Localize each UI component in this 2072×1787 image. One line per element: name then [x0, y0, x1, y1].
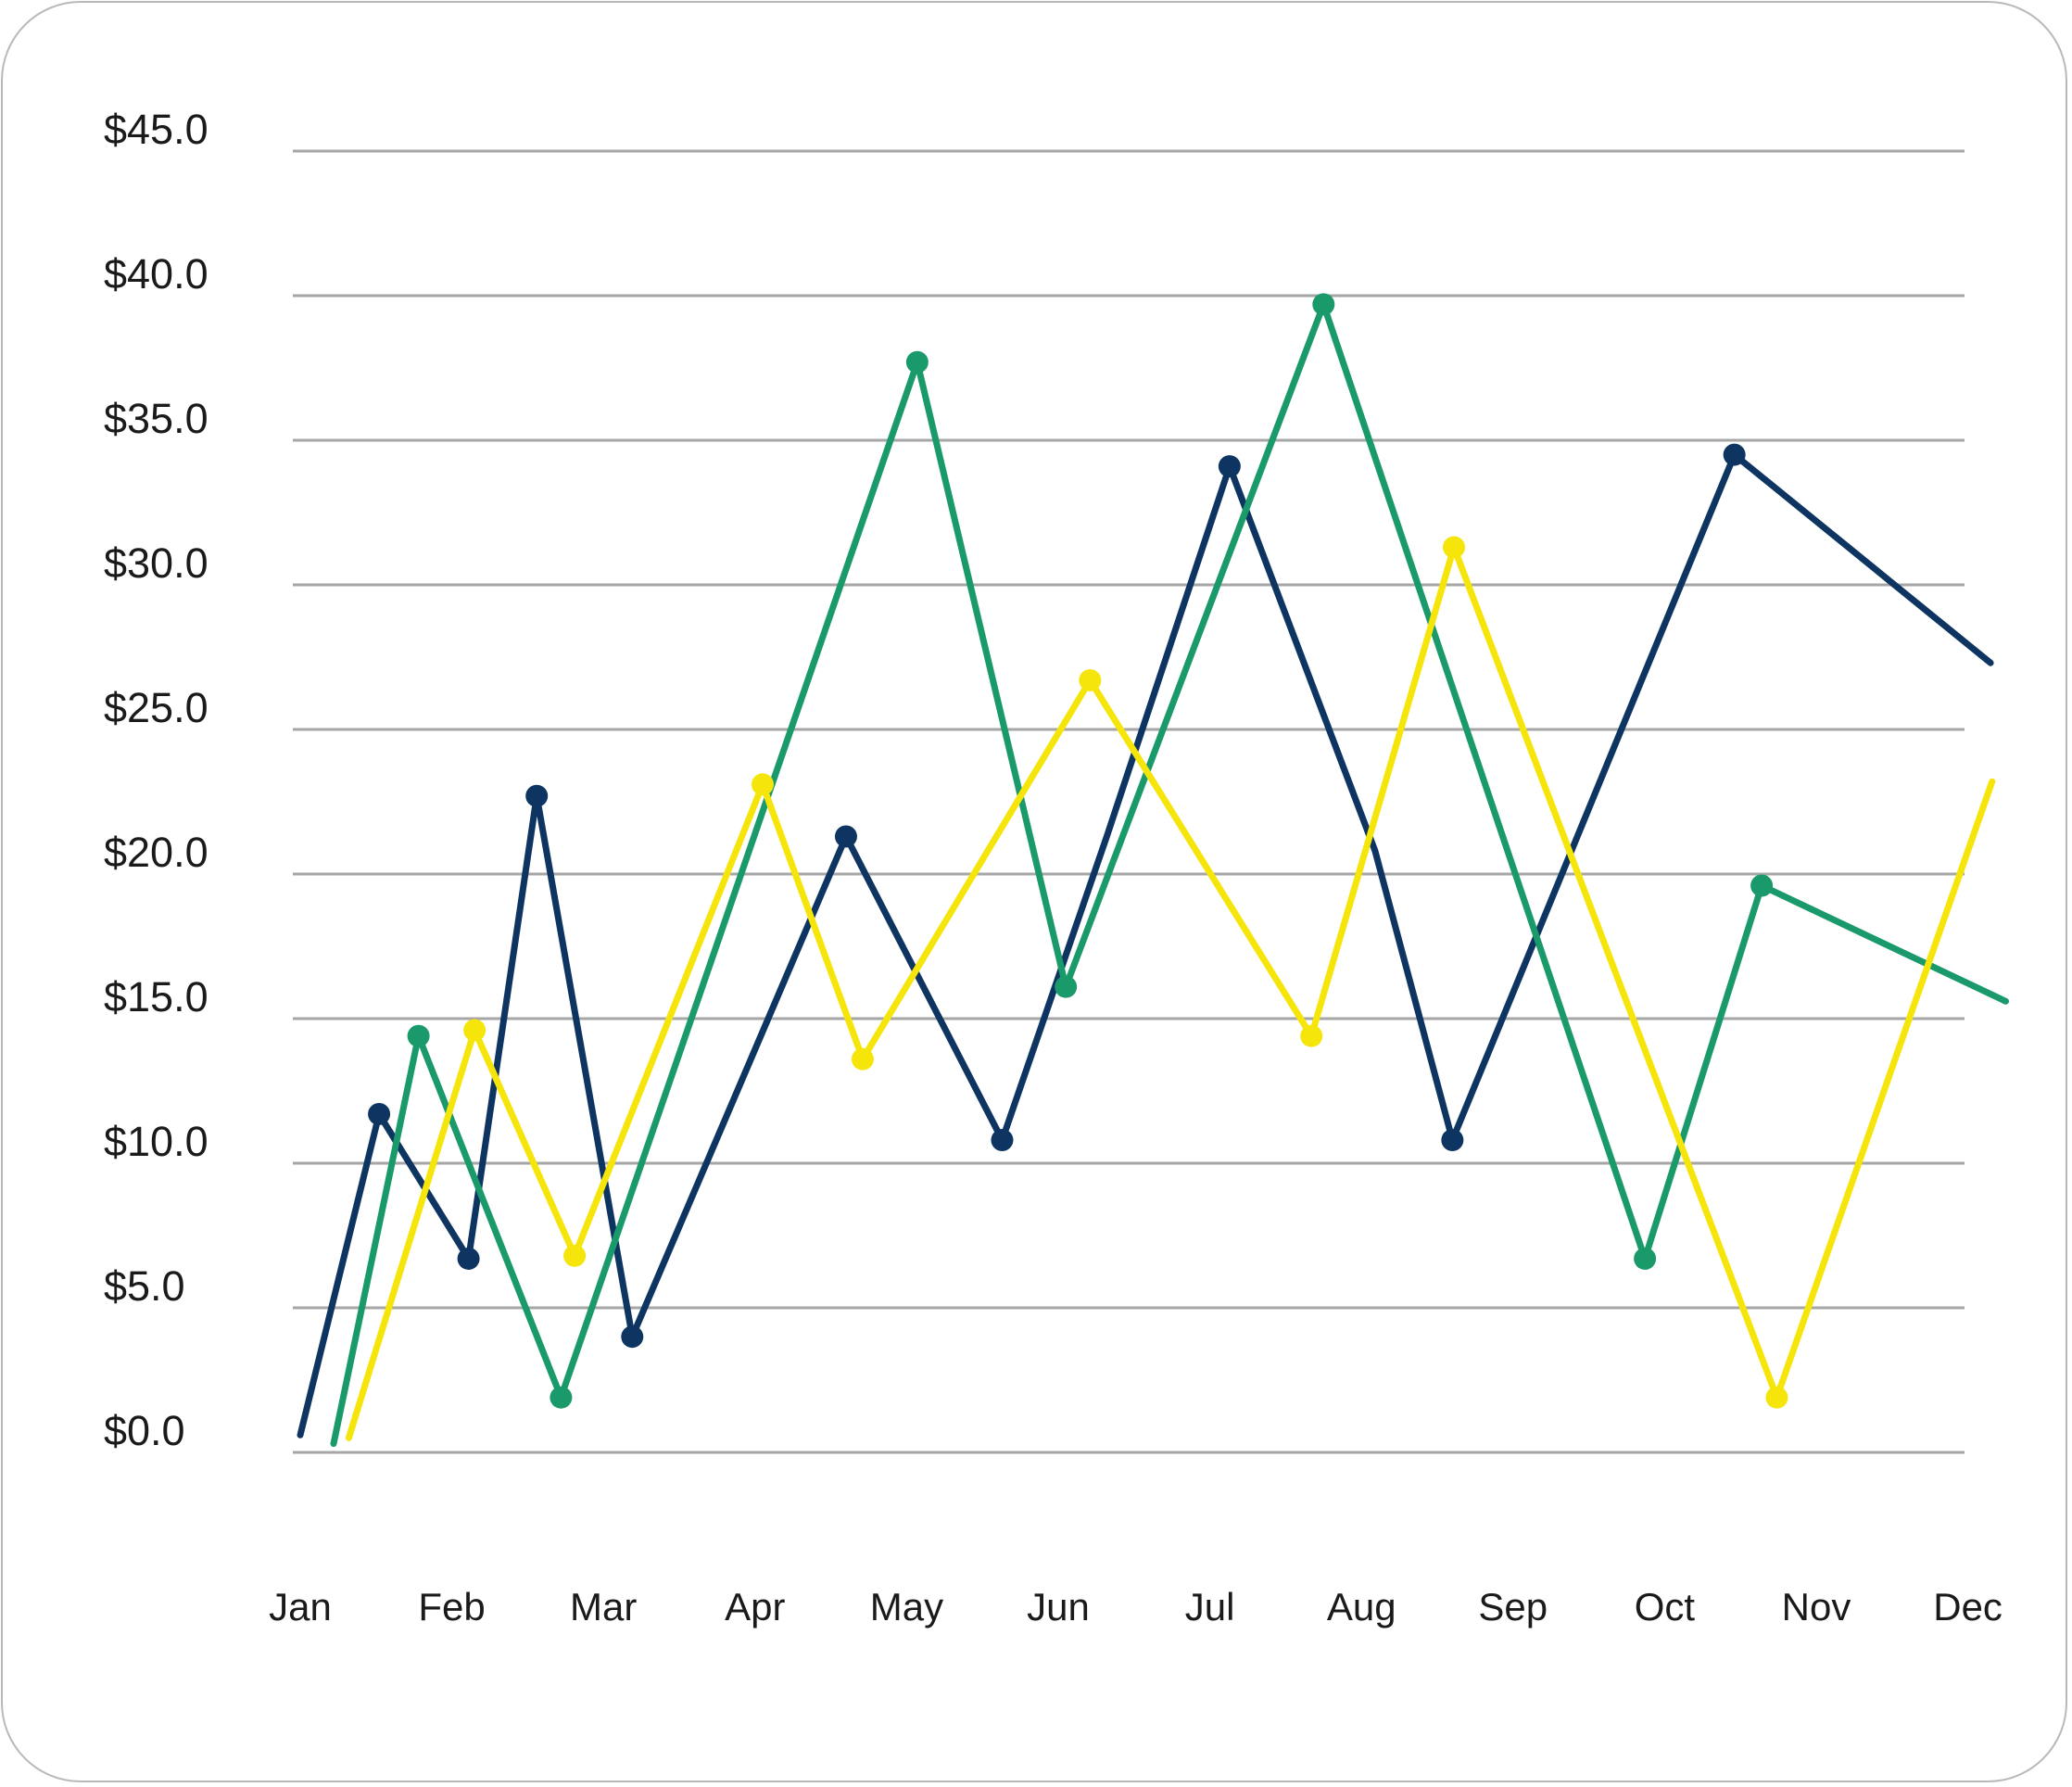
y-tick-label: $5.0	[104, 1262, 185, 1310]
data-point	[563, 1244, 587, 1267]
y-tick-label: $20.0	[104, 829, 208, 876]
x-axis-ticks: Jan Feb Mar Apr May Jun Jul Aug Sep Oct Nov Dec	[269, 1585, 2003, 1629]
data-point	[1442, 536, 1465, 559]
data-point	[1300, 1024, 1323, 1047]
data-point	[1634, 1247, 1657, 1270]
series-lines	[297, 293, 2009, 1448]
y-tick-label: $10.0	[104, 1118, 208, 1165]
series-2	[330, 293, 2009, 1448]
x-tick-label: Jun	[1027, 1585, 1090, 1629]
data-point	[1723, 443, 1746, 466]
data-point	[1441, 1129, 1464, 1152]
data-point	[368, 1102, 391, 1125]
data-point	[463, 1019, 486, 1042]
series-line	[345, 537, 1996, 1441]
x-tick-label: Apr	[725, 1585, 785, 1629]
y-tick-label: $35.0	[104, 395, 208, 442]
y-tick-label: $15.0	[104, 973, 208, 1020]
data-point	[1312, 293, 1335, 316]
y-tick-label: $45.0	[104, 106, 208, 153]
data-point	[834, 825, 857, 848]
y-tick-label: $30.0	[104, 539, 208, 587]
x-tick-label: Jul	[1185, 1585, 1235, 1629]
series-3	[345, 536, 1996, 1441]
x-tick-label: Dec	[1933, 1585, 2003, 1629]
series-1	[297, 443, 1994, 1438]
data-point	[457, 1247, 480, 1270]
data-point	[991, 1129, 1014, 1152]
x-tick-label: Sep	[1478, 1585, 1548, 1629]
data-point	[1055, 975, 1078, 998]
y-axis-ticks: $0.0 $5.0 $10.0 $15.0 $20.0 $25.0 $30.0 $35.0 $4…	[104, 106, 208, 1454]
data-point	[1218, 455, 1241, 478]
x-tick-label: May	[870, 1585, 943, 1629]
y-tick-label: $0.0	[104, 1407, 185, 1454]
y-tick-label: $40.0	[104, 250, 208, 298]
data-point	[751, 773, 774, 796]
x-tick-label: Aug	[1327, 1585, 1396, 1629]
data-point	[407, 1024, 430, 1047]
x-tick-label: Oct	[1635, 1585, 1696, 1629]
data-point	[851, 1047, 874, 1071]
x-tick-label: Nov	[1782, 1585, 1851, 1629]
data-point	[550, 1386, 573, 1409]
y-tick-label: $25.0	[104, 684, 208, 731]
x-tick-label: Jan	[269, 1585, 332, 1629]
data-point	[621, 1325, 644, 1349]
x-tick-label: Mar	[570, 1585, 637, 1629]
data-point	[905, 350, 929, 374]
x-tick-label: Feb	[418, 1585, 485, 1629]
data-point	[1750, 874, 1774, 897]
data-point	[1079, 668, 1102, 691]
data-point	[525, 784, 549, 807]
gridlines	[293, 149, 1965, 1454]
data-point	[1765, 1386, 1788, 1409]
